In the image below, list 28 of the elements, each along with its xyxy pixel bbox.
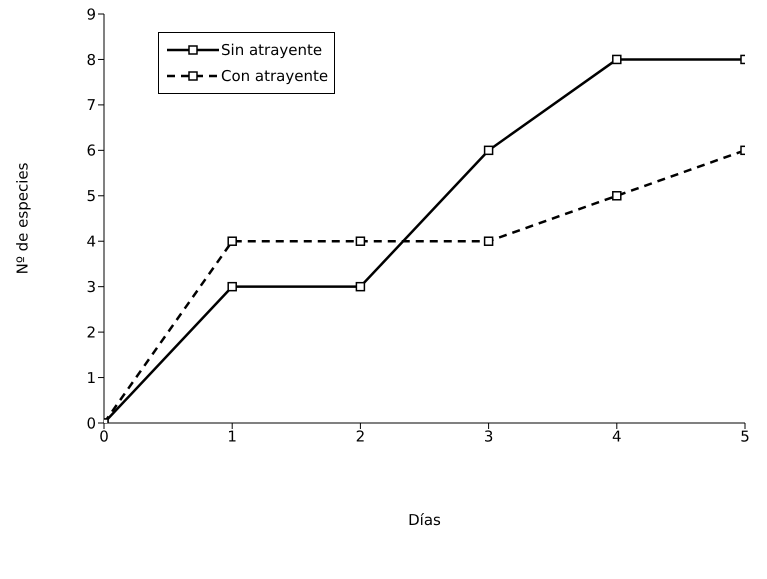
point (356, 282, 366, 292)
x-tick-label: 2 (356, 428, 366, 446)
legend-label: Sin atrayente (221, 41, 322, 59)
point (484, 236, 494, 246)
point (612, 191, 622, 201)
y-tick-label: 0 (86, 414, 96, 432)
y-tick-label: 3 (86, 278, 96, 296)
y-tick-label: 7 (86, 96, 96, 114)
y-tick-label: 8 (86, 50, 96, 69)
y-tick-label: 5 (86, 187, 96, 206)
point (612, 54, 622, 64)
legend-label: Con atrayente (221, 67, 328, 85)
point (227, 282, 237, 292)
x-tick-label: 5 (740, 428, 750, 446)
y-tick-label: 4 (86, 232, 96, 251)
y-tick-label: 9 (86, 5, 96, 24)
x-tick-label: 3 (484, 428, 494, 446)
y-axis-title: Nº de especies (13, 162, 32, 274)
point (484, 146, 494, 156)
x-tick-label: 0 (99, 428, 109, 446)
y-tick-label: 6 (86, 142, 96, 160)
y-tick-label: 1 (86, 368, 96, 387)
point (356, 236, 366, 246)
point (227, 236, 237, 246)
y-tick-label: 2 (86, 323, 96, 342)
x-axis-title: Días (408, 511, 442, 529)
x-tick-label: 4 (612, 428, 622, 446)
x-tick-label: 1 (227, 428, 237, 446)
